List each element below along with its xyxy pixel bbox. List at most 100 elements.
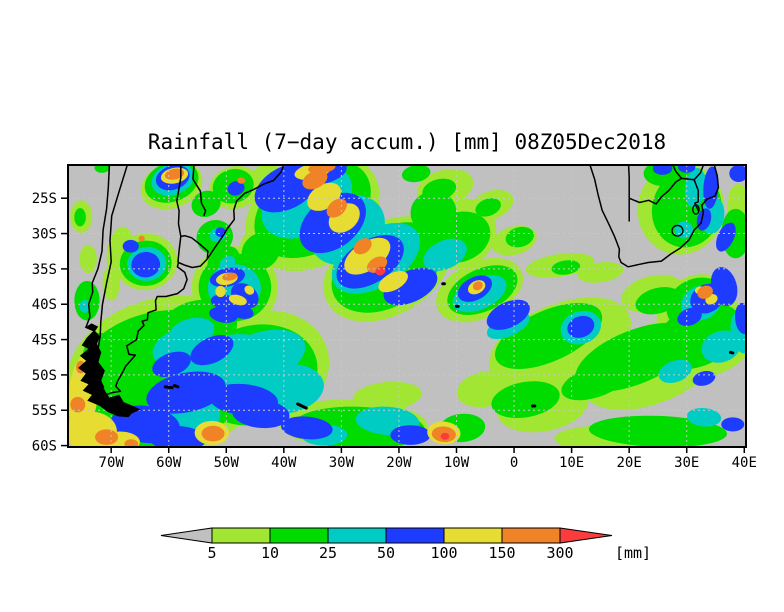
rain-blob xyxy=(201,425,225,442)
x-axis-label: 30W xyxy=(329,455,355,471)
colorbar-unit: [mm] xyxy=(615,544,651,562)
colorbar-label: 100 xyxy=(430,544,457,562)
rain-blob xyxy=(567,315,595,338)
rain-blob xyxy=(505,226,534,248)
coastline xyxy=(176,165,182,263)
colorbar-arrow-left xyxy=(160,527,213,544)
rain-blob xyxy=(729,165,746,182)
coast-fill xyxy=(78,323,134,418)
rain-blob xyxy=(734,302,746,334)
x-axis-label: 70W xyxy=(99,455,125,471)
colorbar-segment xyxy=(385,527,445,544)
rain-blob xyxy=(353,238,372,255)
rain-blob xyxy=(710,267,738,306)
coastline xyxy=(672,165,683,179)
rain-blob xyxy=(244,285,255,295)
rain-blob xyxy=(79,299,90,313)
x-axis-label: 0 xyxy=(510,455,518,471)
axes: 70W 60W 50W 40W 30W 20W 10W 0 10E 20E 30E 40E 25S 30S… xyxy=(32,191,757,471)
rain-blob xyxy=(561,363,628,401)
rain-blob xyxy=(326,198,347,218)
rain-blob xyxy=(222,272,238,281)
rain-blob xyxy=(684,167,706,208)
y-axis-label: 35S xyxy=(32,262,57,278)
colorbar-segment xyxy=(443,527,503,544)
colorbar-segment xyxy=(269,527,329,544)
colorbar-label: 5 xyxy=(207,544,216,562)
rain-blob xyxy=(232,399,290,429)
rain-blob xyxy=(191,190,221,218)
rain-blob xyxy=(686,408,722,427)
rain-blob xyxy=(124,439,139,447)
colorbar-arrow-right xyxy=(559,527,613,544)
y-axis-label: 60S xyxy=(32,439,57,455)
rain-blob xyxy=(70,396,86,413)
rain-blob xyxy=(635,287,681,315)
plot-title: Rainfall (7−day accum.) [mm] 08Z05Dec201… xyxy=(147,130,667,154)
rain-blob xyxy=(164,168,185,180)
rain-blob xyxy=(678,165,696,173)
rain-blob xyxy=(215,227,226,238)
y-axis-label: 45S xyxy=(32,333,57,349)
rain-blob xyxy=(423,238,467,271)
rain-blob xyxy=(281,416,333,440)
rain-blob xyxy=(102,265,120,301)
x-axis-label: 10W xyxy=(444,455,470,471)
coastline xyxy=(693,165,705,181)
rain-blob xyxy=(588,415,727,447)
rain-blob xyxy=(344,237,391,275)
rain-blob xyxy=(410,191,457,234)
rain-blob xyxy=(475,198,501,217)
rain-blob xyxy=(401,165,431,183)
colorbar-segment xyxy=(501,527,561,544)
rain-blob xyxy=(209,306,238,323)
rain-blob xyxy=(94,165,110,173)
rain-blob xyxy=(95,429,119,445)
x-axis-label: 20W xyxy=(386,455,412,471)
coastline xyxy=(180,234,209,260)
y-axis-label: 25S xyxy=(32,191,57,207)
rain-blob xyxy=(551,260,581,275)
rain-blob xyxy=(486,299,530,330)
coast-fill xyxy=(103,394,141,416)
rain-blob xyxy=(677,307,702,327)
rain-blob xyxy=(308,165,336,174)
x-axis-label: 50W xyxy=(214,455,240,471)
rain-blob xyxy=(79,244,97,274)
rain-blob xyxy=(378,270,408,293)
rain-blob xyxy=(353,381,422,411)
island xyxy=(163,385,174,390)
rain-blob xyxy=(152,351,191,377)
rain-blob xyxy=(696,208,712,231)
x-axis-label: 60W xyxy=(156,455,182,471)
coastline xyxy=(627,165,630,222)
border-ring xyxy=(692,204,700,215)
colorbar: 5 10 25 50 100 150 300 [mm] xyxy=(160,527,651,562)
rain-blob xyxy=(138,235,145,242)
rain-blob xyxy=(390,425,431,445)
rain-blob xyxy=(652,165,673,175)
colorbar-label: 10 xyxy=(261,544,279,562)
x-axis-label: 40W xyxy=(271,455,297,471)
rain-blob xyxy=(146,371,226,414)
rain-blob xyxy=(74,208,86,227)
rain-blob xyxy=(122,239,139,253)
rain-blob xyxy=(131,251,161,278)
rain-blob xyxy=(219,256,236,271)
rain-blob xyxy=(440,432,450,440)
rain-blob xyxy=(422,178,457,201)
rain-blob xyxy=(491,381,560,419)
rain-blob xyxy=(701,330,741,363)
island xyxy=(296,402,308,410)
rain-blob xyxy=(112,333,134,360)
y-axis-label: 50S xyxy=(32,368,57,384)
map-group xyxy=(67,164,747,448)
x-axis-label: 20E xyxy=(617,455,642,471)
rain-blob xyxy=(227,181,245,196)
coastline xyxy=(85,165,111,328)
coastline xyxy=(589,165,720,268)
coastline xyxy=(628,177,682,205)
colorbar-label: 300 xyxy=(546,544,573,562)
rain-blob xyxy=(658,359,692,383)
